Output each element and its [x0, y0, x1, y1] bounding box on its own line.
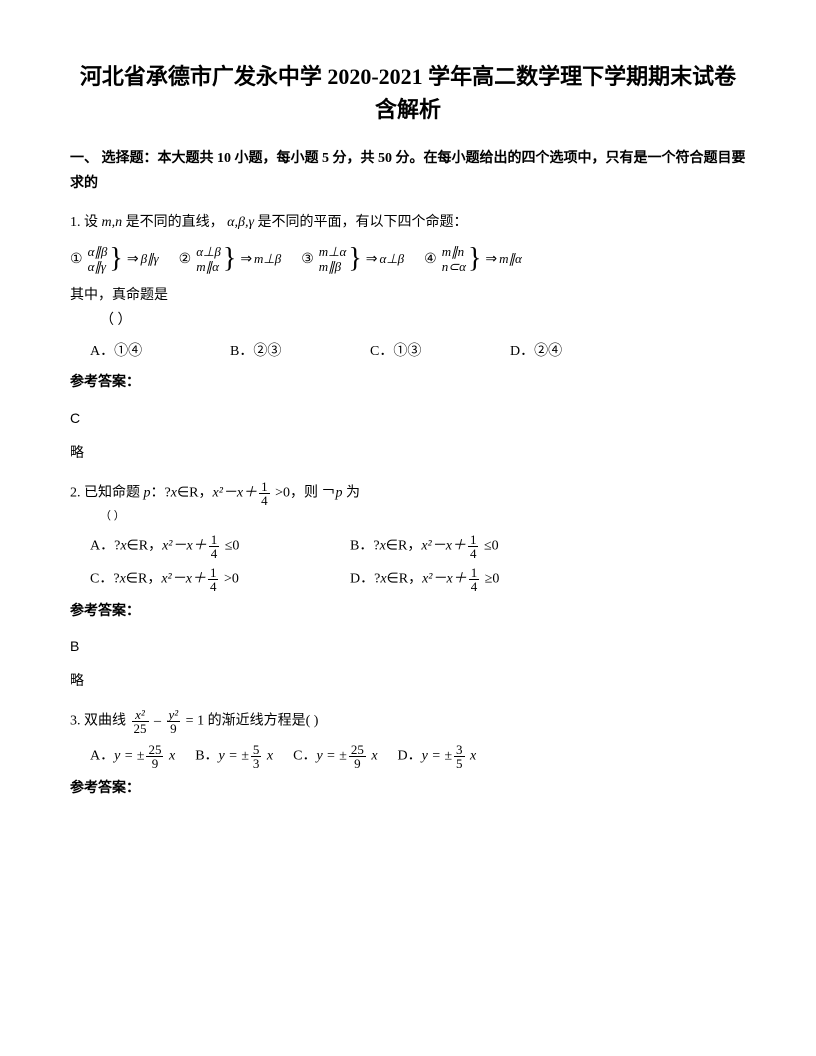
q2-optD: D．?x∈R，x²－x＋14 ≥0	[350, 566, 600, 593]
q1-p2-num: ②	[179, 247, 192, 272]
q2-blank: （ ）	[100, 507, 746, 527]
question-3: 3. 双曲线 x²25 – y²9 = 1 的渐近线方程是( )	[70, 708, 746, 735]
q2-optB: B．?x∈R，x²－x＋14 ≤0	[350, 533, 600, 560]
q1-answer: C	[70, 406, 746, 431]
exam-title: 河北省承德市广发永中学 2020-2021 学年高二数学理下学期期末试卷含解析	[70, 60, 746, 126]
q2-optA: A．?x∈R，x²－x＋14 ≤0	[90, 533, 340, 560]
brace-icon: }	[223, 248, 236, 270]
brace-icon: }	[348, 248, 361, 270]
q1-p1-l1: α∥β	[88, 244, 108, 260]
implies-icon: ⇒	[240, 247, 252, 272]
q1-lue: 略	[70, 441, 746, 466]
q3-answer-label: 参考答案：	[70, 776, 746, 801]
q1-stem-mid: 是不同的直线，	[126, 215, 224, 230]
q1-p3-res: α⊥β	[380, 247, 405, 270]
q1-p2-res: m⊥β	[254, 247, 281, 270]
q1-p4-res: m∥α	[499, 247, 522, 270]
q3-pre: 3. 双曲线	[70, 714, 130, 729]
q3-optD: D．y = ±35 x	[398, 743, 477, 770]
q2-p: p	[144, 486, 151, 501]
q1-stem-post: 是不同的平面，有以下四个命题：	[257, 215, 467, 230]
q1-p2-l1: α⊥β	[196, 244, 221, 260]
question-1: 1. 设 m,n 是不同的直线， α,β,γ 是不同的平面，有以下四个命题：	[70, 210, 746, 235]
q2-post: 为	[343, 486, 361, 501]
q1-optB: B．②③	[230, 339, 360, 364]
q1-options: A．①④ B．②③ C．①③ D．②④	[90, 339, 746, 364]
q2-options-row2: C．?x∈R，x²－x＋14 >0 D．?x∈R，x²－x＋14 ≥0	[90, 566, 746, 593]
q1-p2-l2: m∥α	[196, 259, 221, 275]
q1-prop4: ④ m∥n n⊂α } ⇒ m∥α	[424, 244, 522, 275]
q2-answer: B	[70, 634, 746, 659]
q1-p1-res: β∥γ	[141, 247, 159, 270]
q2-p2: p	[336, 486, 343, 501]
q1-mn: m,n	[102, 215, 123, 230]
q2-optC: C．?x∈R，x²－x＋14 >0	[90, 566, 340, 593]
brace-icon: }	[109, 248, 122, 270]
q3-optB: B．y = ±53 x	[195, 743, 273, 770]
implies-icon: ⇒	[485, 247, 497, 272]
q2-mid2: ∈R，	[177, 486, 213, 501]
q1-p1-num: ①	[70, 247, 83, 272]
q1-prop3: ③ m⊥α m∥β } ⇒ α⊥β	[301, 244, 404, 275]
q1-which: 其中，真命题是	[70, 283, 746, 308]
section-1-heading: 一、 选择题：本大题共 10 小题，每小题 5 分，共 50 分。在每小题给出的…	[70, 146, 746, 196]
q1-p4-l2: n⊂α	[442, 259, 466, 275]
implies-icon: ⇒	[127, 247, 139, 272]
q1-prop2: ② α⊥β m∥α } ⇒ m⊥β	[179, 244, 282, 275]
q2-gt: >0，则 ￢	[272, 486, 336, 501]
q1-prop1: ① α∥β α∥γ } ⇒ β∥γ	[70, 244, 159, 275]
q2-stem-pre: 2. 已知命题	[70, 486, 144, 501]
q1-optA: A．①④	[90, 339, 220, 364]
q1-optD: D．②④	[510, 339, 640, 364]
implies-icon: ⇒	[366, 247, 378, 272]
q2-options-row1: A．?x∈R，x²－x＋14 ≤0 B．?x∈R，x²－x＋14 ≤0	[90, 533, 746, 560]
q1-p4-l1: m∥n	[442, 244, 466, 260]
q2-lue: 略	[70, 669, 746, 694]
q3-post: 的渐近线方程是( )	[208, 714, 319, 729]
q3-optC: C．y = ±259 x	[293, 743, 377, 770]
q3-optA: A．y = ±259 x	[90, 743, 175, 770]
q2-answer-label: 参考答案：	[70, 599, 746, 624]
brace-icon: }	[468, 248, 481, 270]
q1-p1-l2: α∥γ	[88, 259, 108, 275]
q1-p3-l1: m⊥α	[319, 244, 347, 260]
q1-answer-label: 参考答案：	[70, 370, 746, 395]
q1-optC: C．①③	[370, 339, 500, 364]
q1-p3-num: ③	[301, 247, 314, 272]
q1-p3-l2: m∥β	[319, 259, 347, 275]
q3-options: A．y = ±259 x B．y = ±53 x C．y = ±259 x D．…	[90, 743, 746, 770]
question-2: 2. 已知命题 p：?x∈R，x²－x＋14 >0，则 ￢p 为	[70, 480, 746, 507]
q1-propositions: ① α∥β α∥γ } ⇒ β∥γ ② α⊥β m∥α } ⇒ m⊥β ③ m⊥…	[70, 244, 746, 275]
q2-frac: 14	[259, 480, 270, 507]
q1-blank: （ ）	[100, 308, 746, 333]
q1-p4-num: ④	[424, 247, 437, 272]
q1-stem-pre: 1. 设	[70, 215, 98, 230]
q2-expr: x²－x＋	[212, 486, 257, 501]
q1-abg: α,β,γ	[227, 215, 254, 230]
q2-mid1: ：?	[151, 486, 171, 501]
